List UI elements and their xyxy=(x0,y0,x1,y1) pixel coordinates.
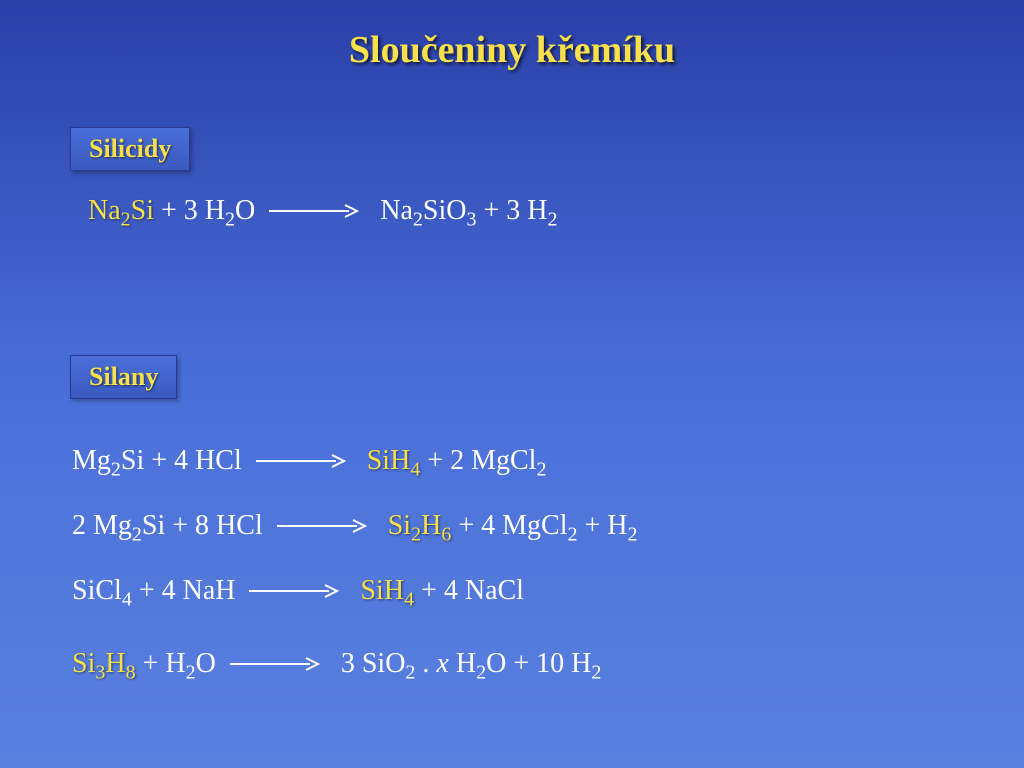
reaction-arrow xyxy=(230,657,320,671)
equation-part: x xyxy=(436,648,448,679)
equation-part: Na xyxy=(88,195,121,226)
equation-part: 6 xyxy=(441,524,451,546)
equation-part: Si + 8 HCl xyxy=(142,510,263,541)
equation-part: SiH xyxy=(360,575,404,606)
equation-part: 2 xyxy=(591,662,601,684)
equation-part: Mg xyxy=(72,445,111,476)
equation-part: O + 10 H xyxy=(486,648,591,679)
equation-part xyxy=(381,510,388,541)
page-title: Sloučeniny křemíku xyxy=(0,0,1024,72)
equation-row: Si3H8 + H2O 3 SiO2 . x H2O + 10 H2 xyxy=(72,648,601,685)
equation-part: H xyxy=(449,648,476,679)
equation-part: SiCl xyxy=(72,575,122,606)
equation-row: 2 Mg2Si + 8 HCl Si2H6 + 4 MgCl2 + H2 xyxy=(72,510,638,547)
equation-part: 2 xyxy=(132,524,142,546)
equation-part: 4 xyxy=(410,459,420,481)
equation-part: SiO xyxy=(423,195,467,226)
equation-part: 8 xyxy=(126,662,136,684)
equation-part: O xyxy=(235,195,255,226)
equation-part: SiH xyxy=(367,445,411,476)
equation-part: H xyxy=(421,510,441,541)
equation-part: 2 xyxy=(405,662,415,684)
equation-row: SiCl4 + 4 NaH SiH4 + 4 NaCl xyxy=(72,575,524,612)
equation-part: 2 xyxy=(476,662,486,684)
equation-part: Si + 4 HCl xyxy=(121,445,242,476)
equation-part: + 3 H xyxy=(154,195,225,226)
equation-part: 2 xyxy=(628,524,638,546)
equation-part: 2 xyxy=(111,459,121,481)
reaction-arrow xyxy=(249,584,339,598)
equation-part: + 4 NaH xyxy=(132,575,236,606)
equation-part xyxy=(360,445,367,476)
equation-part: 2 xyxy=(186,662,196,684)
equation-part: Si xyxy=(72,648,95,679)
equation-part: + 3 H xyxy=(477,195,548,226)
equation-part: H xyxy=(105,648,125,679)
equation-part: 2 xyxy=(413,209,423,231)
equation-part: O xyxy=(196,648,216,679)
section-label-silany: Silany xyxy=(70,355,177,399)
section-label-silicidy: Silicidy xyxy=(70,127,190,171)
equation-part: 3 xyxy=(95,662,105,684)
equation-part: Si xyxy=(388,510,411,541)
equation-row: Na2Si + 3 H2O Na2SiO3 + 3 H2 xyxy=(88,195,558,232)
reaction-arrow xyxy=(256,454,346,468)
equation-part: 3 SiO xyxy=(334,648,406,679)
equation-part: 2 xyxy=(121,209,131,231)
equation-row: Mg2Si + 4 HCl SiH4 + 2 MgCl2 xyxy=(72,445,546,482)
reaction-arrow xyxy=(269,204,359,218)
equation-part: + H xyxy=(577,510,627,541)
equation-part: 2 xyxy=(536,459,546,481)
reaction-arrow xyxy=(277,519,367,533)
equation-part: + 4 MgCl xyxy=(451,510,567,541)
equation-part: + 2 MgCl xyxy=(420,445,536,476)
equation-part: + 4 NaCl xyxy=(414,575,524,606)
equation-part: 4 xyxy=(404,589,414,611)
equation-part: Si xyxy=(131,195,154,226)
equation-part: . xyxy=(415,648,436,679)
equation-part: 4 xyxy=(122,589,132,611)
equation-part: 2 xyxy=(225,209,235,231)
equation-part: + H xyxy=(136,648,186,679)
equation-part: 3 xyxy=(467,209,477,231)
equation-part: 2 Mg xyxy=(72,510,132,541)
equation-part: 2 xyxy=(411,524,421,546)
equation-part: Na xyxy=(373,195,413,226)
equation-part: 2 xyxy=(567,524,577,546)
equation-part: 2 xyxy=(548,209,558,231)
